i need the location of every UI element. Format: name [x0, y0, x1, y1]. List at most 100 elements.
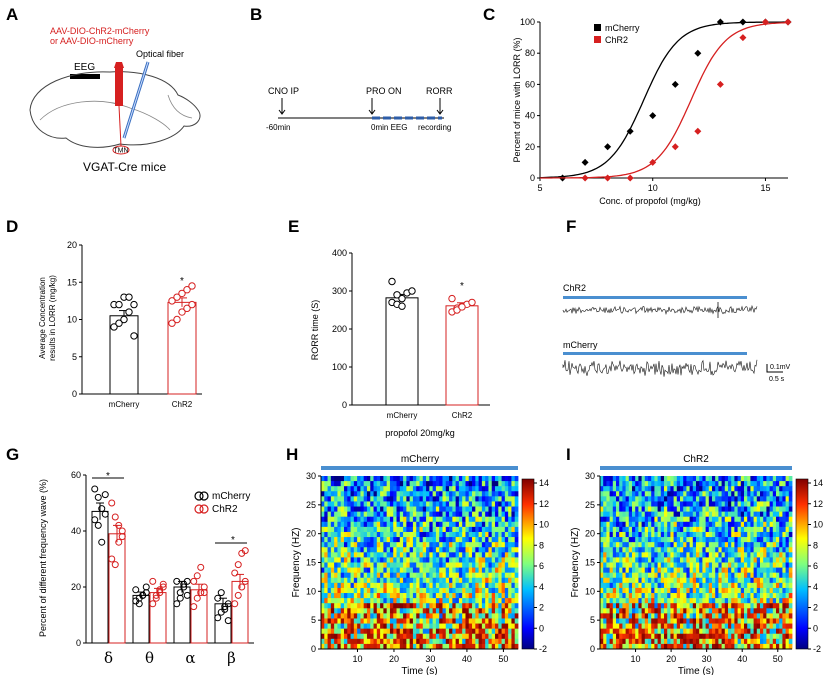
heatmap-cell: [327, 572, 332, 579]
heatmap-cell: [478, 598, 483, 604]
heatmap-cell: [468, 521, 473, 528]
heatmap-cell: [357, 547, 361, 553]
heatmap-cell: [616, 582, 620, 589]
heatmap-cell: [763, 526, 767, 533]
heatmap-cell: [324, 567, 328, 574]
heatmap-cell: [475, 598, 479, 604]
heatmap-cell: [740, 496, 745, 502]
heatmap-cell: [422, 481, 427, 487]
heatmap-cell: [462, 582, 466, 589]
heatmap-cell: [422, 587, 427, 594]
data-point: [130, 300, 138, 309]
data-point: [125, 308, 133, 316]
heatmap-cell: [696, 628, 700, 635]
heatmap-cell: [426, 582, 430, 589]
heatmap-cell: [603, 577, 607, 584]
heatmap-cell: [462, 577, 466, 584]
heatmap-cell: [376, 628, 381, 635]
heatmap-cell: [321, 608, 325, 614]
heatmap-cell: [366, 557, 371, 563]
data-point: [231, 600, 239, 608]
sig-star-delta: *: [106, 471, 110, 482]
heatmap-cell: [442, 577, 447, 584]
colorbar-tick-label: 6: [539, 561, 544, 571]
heatmap-cell: [750, 623, 754, 630]
heatmap-cell: [699, 516, 703, 523]
heatmap-cell: [619, 572, 623, 579]
heatmap-cell: [357, 476, 361, 482]
heatmap-cell: [488, 526, 493, 533]
heatmap-cell: [625, 618, 630, 624]
heatmap-cell: [788, 516, 793, 523]
heatmap-cell: [692, 537, 697, 543]
heatmap-cell: [680, 516, 684, 523]
heatmap-cell: [750, 618, 754, 624]
heatmap-cell: [422, 486, 427, 492]
heatmap-cell: [747, 537, 751, 543]
heatmap-cell: [347, 638, 351, 645]
heatmap-cell: [756, 562, 761, 568]
trace-label-chr2: ChR2: [563, 283, 586, 293]
heatmap-cell: [458, 633, 463, 640]
heatmap-cell: [651, 577, 655, 584]
data-point: [398, 302, 406, 310]
heatmap-cell: [772, 643, 777, 650]
heatmap-cell: [696, 618, 700, 624]
heatmap-cell: [501, 481, 506, 487]
heatmap-cell: [340, 542, 345, 548]
heatmap-cell: [508, 486, 512, 492]
heatmap-cell: [360, 486, 365, 492]
heatmap-cell: [766, 628, 770, 635]
heatmap-cell: [632, 516, 636, 523]
heatmap-cell: [488, 476, 493, 482]
heatmap-cell: [324, 582, 328, 589]
heatmap-cell: [334, 526, 338, 533]
heatmap-cell: [432, 526, 437, 533]
heatmap-cell: [357, 562, 361, 568]
heatmap-cell: [376, 567, 381, 574]
heatmap-cell: [465, 521, 470, 528]
heatmap-cell: [452, 547, 457, 553]
heatmap-cell: [508, 521, 512, 528]
heatmap-cell: [412, 481, 417, 487]
heatmap-cell: [619, 486, 623, 492]
heatmap-cell: [327, 577, 332, 584]
data-point-mcherry: [649, 112, 657, 120]
heatmap-cell: [485, 613, 489, 619]
heatmap-cell: [380, 643, 384, 650]
heatmap-cell: [455, 587, 460, 594]
heatmap-cell: [488, 511, 493, 518]
heatmap-cell: [422, 516, 427, 523]
heatmap-cell: [485, 547, 489, 553]
heatmap-cell: [504, 593, 509, 599]
heatmap-cell: [702, 552, 706, 558]
heatmap-cell: [327, 618, 332, 624]
heatmap-cell: [673, 613, 678, 619]
heatmap-cell: [340, 481, 345, 487]
heatmap-cell: [686, 593, 690, 599]
heatmap-cell: [603, 587, 607, 594]
heatmap-cell: [708, 516, 713, 523]
heatmap-cell: [609, 613, 614, 619]
heatmap-cell: [485, 476, 489, 482]
heatmap-cell: [734, 496, 738, 502]
heatmap-cell: [744, 542, 748, 548]
heatmap-cell: [782, 593, 786, 599]
heatmap-cell: [389, 643, 394, 650]
heatmap-cell: [353, 638, 358, 645]
heatmap-cell: [600, 587, 604, 594]
heatmap-cell: [419, 516, 424, 523]
heatmap-cell: [452, 623, 457, 630]
heatmap-cell: [475, 552, 479, 558]
heatmap-cell: [491, 633, 496, 640]
heatmap-cell: [785, 476, 790, 482]
heatmap-cell: [705, 476, 710, 482]
heatmap-cell: [376, 577, 381, 584]
heatmap-cell: [452, 557, 457, 563]
heatmap-cell: [625, 643, 630, 650]
heatmap-cell: [429, 643, 434, 650]
heatmap-cell: [327, 598, 332, 604]
heatmap-cell: [632, 542, 636, 548]
heatmap-cell: [740, 618, 745, 624]
heatmap-cell: [435, 506, 440, 513]
